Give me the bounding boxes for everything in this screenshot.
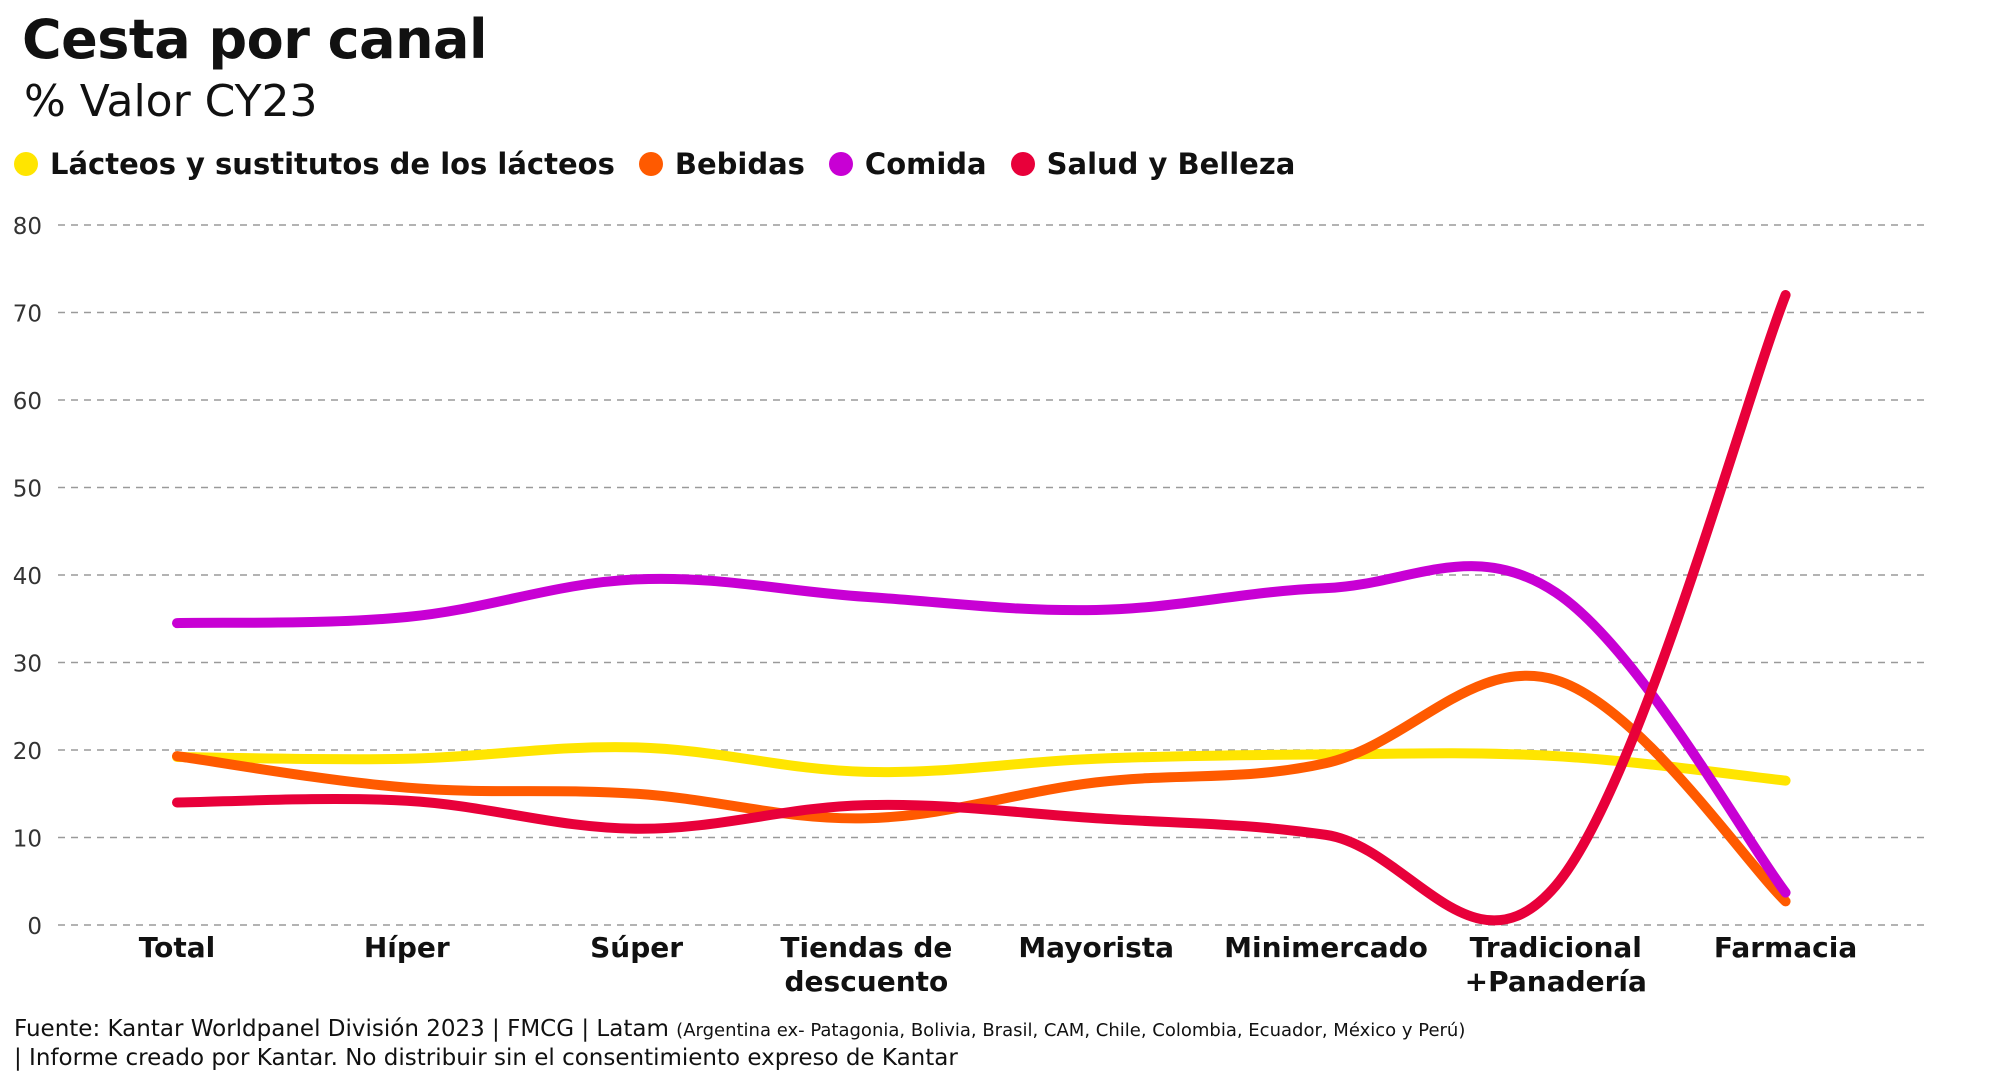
- line-chart: 0 10 20 30 40 50 60 70 80 Total Híper Súper Tiendas …: [13, 214, 1930, 998]
- copyright-note: | Informe creado por Kantar. No distribu…: [14, 1045, 958, 1071]
- y-tick-label: 20: [13, 739, 42, 765]
- y-tick-label: 0: [27, 914, 42, 940]
- y-tick-label: 70: [13, 302, 42, 328]
- legend-label: Comida: [864, 147, 987, 181]
- y-tick-label: 80: [13, 214, 42, 240]
- legend-item: Comida: [828, 147, 987, 181]
- y-tick-label: 50: [13, 477, 42, 503]
- legend-item: Salud y Belleza: [1010, 147, 1296, 181]
- legend-swatch: [828, 152, 853, 176]
- legend-swatch: [638, 152, 663, 176]
- series-line-0: [172, 742, 1791, 786]
- legend-label: Salud y Belleza: [1046, 147, 1296, 181]
- chart-subtitle: % Valor CY23: [24, 76, 318, 127]
- x-tick-label: Farmacia: [1714, 931, 1857, 964]
- legend-label: Lácteos y sustitutos de los lácteos: [50, 147, 615, 181]
- legend-swatch: [14, 152, 38, 176]
- legend: Lácteos y sustitutos de los lácteos Bebid…: [14, 144, 1319, 184]
- series-line-3: [172, 290, 1791, 926]
- legend-item: Lácteos y sustitutos de los lácteos: [14, 147, 615, 181]
- legend-swatch: [1010, 152, 1035, 176]
- series-line-2: [172, 561, 1791, 898]
- source-main: Fuente: Kantar Worldpanel División 2023 …: [14, 1016, 677, 1042]
- series-line-1: [172, 670, 1791, 907]
- y-tick-label: 10: [13, 827, 42, 853]
- x-tick-label: Tradicional +Panadería: [1465, 931, 1647, 998]
- y-tick-label: 60: [13, 389, 42, 415]
- x-tick-label: Minimercado: [1224, 931, 1428, 964]
- y-tick-label: 40: [13, 564, 42, 590]
- source-note: Fuente: Kantar Worldpanel División 2023 …: [14, 1016, 1465, 1042]
- source-countries: (Argentina ex- Patagonia, Bolivia, Brasi…: [676, 1020, 1466, 1041]
- x-tick-label: Tiendas de descuento: [780, 931, 952, 998]
- y-tick-label: 30: [13, 652, 42, 678]
- x-tick-label: Híper: [364, 931, 450, 964]
- legend-item: Bebidas: [638, 147, 805, 181]
- legend-label: Bebidas: [674, 147, 805, 181]
- x-tick-label: Total: [139, 931, 216, 964]
- x-tick-label: Súper: [590, 931, 683, 964]
- x-tick-label: Mayorista: [1018, 931, 1174, 964]
- chart-title: Cesta por canal: [22, 8, 487, 71]
